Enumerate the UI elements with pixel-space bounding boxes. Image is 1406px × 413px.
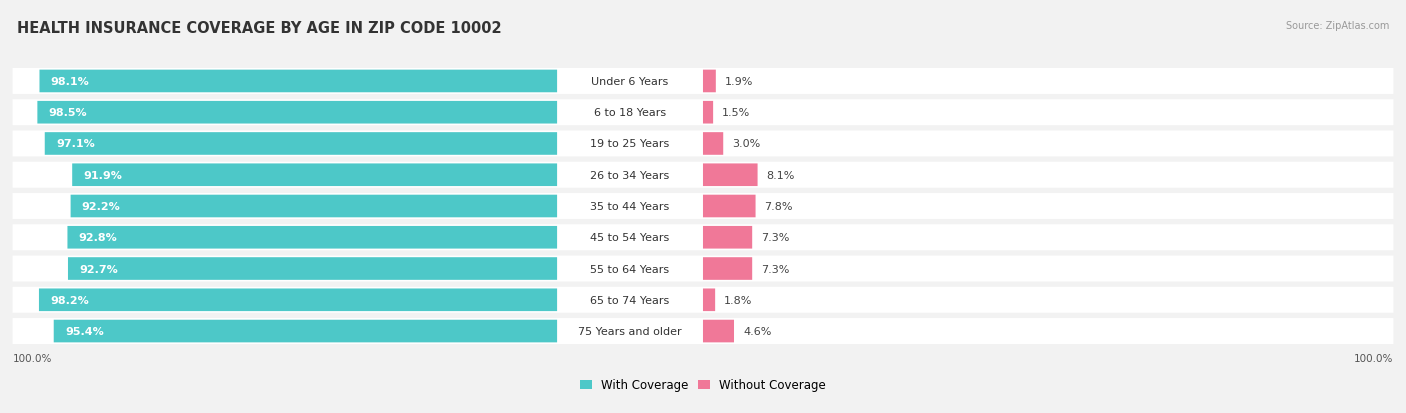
FancyBboxPatch shape bbox=[13, 287, 1393, 313]
FancyBboxPatch shape bbox=[13, 256, 1393, 282]
FancyBboxPatch shape bbox=[53, 320, 557, 342]
Text: 6 to 18 Years: 6 to 18 Years bbox=[593, 108, 666, 118]
FancyBboxPatch shape bbox=[13, 194, 1393, 219]
Text: 92.8%: 92.8% bbox=[79, 233, 118, 243]
Text: 1.5%: 1.5% bbox=[723, 108, 751, 118]
Text: 19 to 25 Years: 19 to 25 Years bbox=[591, 139, 669, 149]
Text: 8.1%: 8.1% bbox=[766, 170, 794, 180]
Text: 3.0%: 3.0% bbox=[733, 139, 761, 149]
Text: 45 to 54 Years: 45 to 54 Years bbox=[591, 233, 669, 243]
FancyBboxPatch shape bbox=[72, 164, 557, 187]
Text: 4.6%: 4.6% bbox=[742, 326, 772, 336]
Text: 100.0%: 100.0% bbox=[13, 353, 52, 363]
Text: 97.1%: 97.1% bbox=[56, 139, 94, 149]
FancyBboxPatch shape bbox=[703, 320, 734, 342]
Text: 7.8%: 7.8% bbox=[765, 202, 793, 211]
Text: 91.9%: 91.9% bbox=[83, 170, 122, 180]
FancyBboxPatch shape bbox=[67, 258, 557, 280]
Text: 1.9%: 1.9% bbox=[724, 77, 754, 87]
FancyBboxPatch shape bbox=[38, 102, 557, 124]
FancyBboxPatch shape bbox=[703, 164, 758, 187]
FancyBboxPatch shape bbox=[13, 100, 1393, 126]
Text: 95.4%: 95.4% bbox=[65, 326, 104, 336]
Text: 98.1%: 98.1% bbox=[51, 77, 90, 87]
Text: 35 to 44 Years: 35 to 44 Years bbox=[591, 202, 669, 211]
Text: 55 to 64 Years: 55 to 64 Years bbox=[591, 264, 669, 274]
FancyBboxPatch shape bbox=[39, 71, 557, 93]
Text: 26 to 34 Years: 26 to 34 Years bbox=[591, 170, 669, 180]
Text: 1.8%: 1.8% bbox=[724, 295, 752, 305]
FancyBboxPatch shape bbox=[13, 69, 1393, 95]
FancyBboxPatch shape bbox=[45, 133, 557, 155]
FancyBboxPatch shape bbox=[703, 195, 755, 218]
FancyBboxPatch shape bbox=[13, 225, 1393, 251]
FancyBboxPatch shape bbox=[703, 258, 752, 280]
FancyBboxPatch shape bbox=[703, 289, 716, 311]
Text: Source: ZipAtlas.com: Source: ZipAtlas.com bbox=[1285, 21, 1389, 31]
Text: 98.2%: 98.2% bbox=[51, 295, 89, 305]
Text: 92.7%: 92.7% bbox=[79, 264, 118, 274]
FancyBboxPatch shape bbox=[67, 226, 557, 249]
FancyBboxPatch shape bbox=[13, 131, 1393, 157]
Legend: With Coverage, Without Coverage: With Coverage, Without Coverage bbox=[575, 374, 831, 396]
Text: 75 Years and older: 75 Years and older bbox=[578, 326, 682, 336]
Text: 7.3%: 7.3% bbox=[761, 233, 790, 243]
FancyBboxPatch shape bbox=[703, 226, 752, 249]
Text: Under 6 Years: Under 6 Years bbox=[592, 77, 669, 87]
Text: 98.5%: 98.5% bbox=[49, 108, 87, 118]
Text: 92.2%: 92.2% bbox=[82, 202, 121, 211]
FancyBboxPatch shape bbox=[13, 162, 1393, 188]
FancyBboxPatch shape bbox=[13, 318, 1393, 344]
FancyBboxPatch shape bbox=[70, 195, 557, 218]
Text: HEALTH INSURANCE COVERAGE BY AGE IN ZIP CODE 10002: HEALTH INSURANCE COVERAGE BY AGE IN ZIP … bbox=[17, 21, 502, 36]
Text: 100.0%: 100.0% bbox=[1354, 353, 1393, 363]
FancyBboxPatch shape bbox=[39, 289, 557, 311]
Text: 65 to 74 Years: 65 to 74 Years bbox=[591, 295, 669, 305]
FancyBboxPatch shape bbox=[703, 71, 716, 93]
FancyBboxPatch shape bbox=[703, 133, 723, 155]
Text: 7.3%: 7.3% bbox=[761, 264, 790, 274]
FancyBboxPatch shape bbox=[703, 102, 713, 124]
